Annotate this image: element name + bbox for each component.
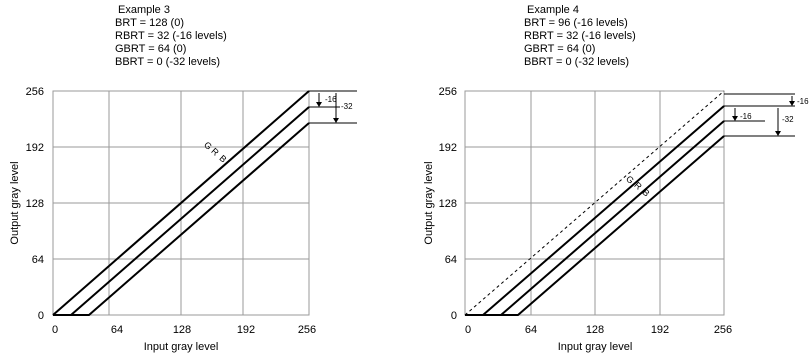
x-tick-label: 192 xyxy=(651,324,669,336)
param-gbrt: GBRT = 64 (0) xyxy=(524,43,596,55)
param-bbrt: BBRT = 0 (-32 levels) xyxy=(115,56,221,68)
example-title: Example 3 xyxy=(118,4,170,16)
y-tick-label: 192 xyxy=(26,142,44,154)
offset-label-r: -16 xyxy=(740,112,752,121)
param-gbrt: GBRT = 64 (0) xyxy=(115,43,187,55)
offset-label-b: -32 xyxy=(782,115,794,124)
b-transfer-line xyxy=(465,135,725,316)
x-tick-label: 64 xyxy=(525,324,537,336)
example-4-panel: Example 4 BRT = 96 (-16 levels) RBRT = 3… xyxy=(405,0,809,359)
x-tick-label: 64 xyxy=(111,324,123,336)
x-tick-label: 0 xyxy=(52,324,58,336)
example-3-diagram: 256 192 128 64 0 0 64 128 192 256 Input … xyxy=(9,86,357,353)
arrow-head xyxy=(333,118,339,123)
y-tick-label: 0 xyxy=(38,310,44,322)
arrow-head xyxy=(732,116,738,121)
param-brt: BRT = 128 (0) xyxy=(115,17,184,29)
b-line-label: B xyxy=(640,187,651,198)
g-line-label: G xyxy=(624,174,636,186)
b-transfer-line xyxy=(53,122,310,316)
y-tick-label: 64 xyxy=(32,254,44,266)
x-tick-label: 192 xyxy=(237,324,255,336)
example-3-parameters: Example 3 BRT = 128 (0) RBRT = 32 (-16 l… xyxy=(115,4,227,69)
param-rbrt: RBRT = 32 (-16 levels) xyxy=(524,30,636,42)
y-tick-label: 128 xyxy=(439,198,457,210)
param-brt: BRT = 96 (-16 levels) xyxy=(524,17,628,29)
y-tick-label: 0 xyxy=(451,310,457,322)
offset-label-r: -16 xyxy=(325,95,337,104)
example-4-parameters: Example 4 BRT = 96 (-16 levels) RBRT = 3… xyxy=(524,4,636,69)
x-tick-label: 128 xyxy=(173,324,191,336)
arrow-head xyxy=(775,131,781,136)
g-line-label: G xyxy=(202,140,214,152)
offset-callouts xyxy=(724,93,795,137)
y-axis-label: Output gray level xyxy=(423,161,435,244)
g-transfer-line xyxy=(52,90,310,316)
offset-callouts xyxy=(309,90,357,124)
y-tick-label: 256 xyxy=(26,86,44,98)
b-line-label: B xyxy=(217,153,228,164)
param-bbrt: BBRT = 0 (-32 levels) xyxy=(524,56,630,68)
x-tick-label: 256 xyxy=(714,324,732,336)
offset-label-b: -32 xyxy=(341,102,353,111)
offset-label-g: -16 xyxy=(797,97,809,106)
y-tick-label: 64 xyxy=(445,254,457,266)
x-tick-label: 128 xyxy=(586,324,604,336)
r-line-label: R xyxy=(209,146,221,158)
example-4-diagram: 256 192 128 64 0 0 64 128 192 256 Input … xyxy=(423,86,809,353)
x-axis-label: Input gray level xyxy=(144,341,219,353)
arrow-head xyxy=(316,102,322,107)
example-3-panel: Example 3 BRT = 128 (0) RBRT = 32 (-16 l… xyxy=(0,0,404,359)
y-axis-label: Output gray level xyxy=(9,161,21,244)
y-tick-label: 128 xyxy=(26,198,44,210)
x-tick-label: 256 xyxy=(298,324,316,336)
grid xyxy=(464,90,725,316)
r-line-label: R xyxy=(632,180,644,192)
param-rbrt: RBRT = 32 (-16 levels) xyxy=(115,30,227,42)
example-title: Example 4 xyxy=(527,4,579,16)
arrow-head xyxy=(789,101,795,106)
x-tick-label: 0 xyxy=(465,324,471,336)
y-tick-label: 192 xyxy=(439,142,457,154)
y-tick-label: 256 xyxy=(439,86,457,98)
x-axis-label: Input gray level xyxy=(558,341,633,353)
